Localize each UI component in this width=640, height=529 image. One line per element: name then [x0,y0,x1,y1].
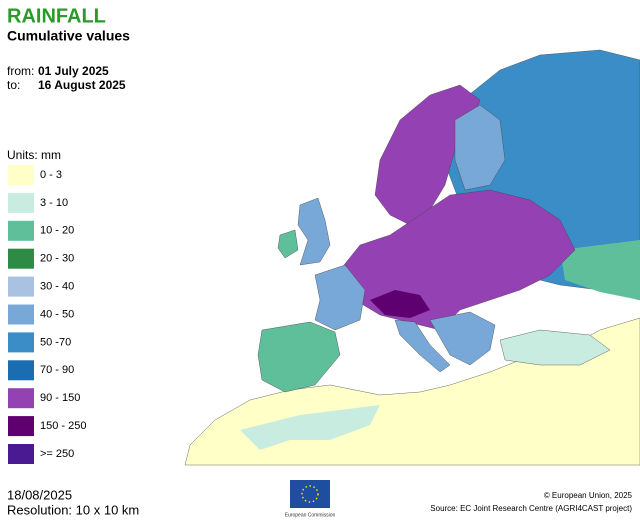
to-date: 16 August 2025 [38,78,126,92]
legend-swatch [8,388,34,409]
to-label: to: [7,78,20,92]
footer: 18/08/2025 Resolution: 10 x 10 km Europe… [7,480,633,518]
legend-swatch [8,192,34,213]
legend-label: 20 - 30 [40,253,74,265]
legend-label: 150 - 250 [40,420,86,432]
russia-green [560,240,640,300]
legend-label: 10 - 20 [40,225,74,237]
eu-flag [290,480,330,508]
header: RAINFALL Cumulative values from: 01 July… [7,5,130,92]
map [184,49,640,466]
uk [297,197,331,266]
legend-swatch [8,416,34,437]
resolution: Resolution: 10 x 10 km [7,502,139,517]
legend-swatch [8,332,34,353]
legend-label: 0 - 3 [40,169,62,181]
from-label: from: [7,64,34,78]
turkey [499,329,611,366]
from-date: 01 July 2025 [38,64,109,78]
legend-label: >= 250 [40,448,74,460]
copyright: © European Union, 2025 [544,491,633,500]
source: Source: EC Joint Research Centre (AGRI4C… [430,504,632,513]
legend-label: 3 - 10 [40,197,68,209]
central-europe [339,189,576,331]
date: 18/08/2025 [7,487,72,502]
legend-label: 40 - 50 [40,308,74,320]
legend-label: 30 - 40 [40,281,74,293]
legend-swatch [8,304,34,325]
legend-label: 50 -70 [40,336,71,348]
legend-label: 70 - 90 [40,364,74,376]
legend-swatch [8,444,34,464]
alps [370,290,430,318]
legend: Units: mm 0 - 3 3 - 10 10 - 20 20 - 30 30 - … [7,148,86,464]
subtitle: Cumulative values [7,28,130,44]
north-africa-moist [240,405,380,450]
italy [394,319,451,373]
legend-swatch [8,220,34,241]
logo-text: European Commission [285,512,336,518]
legend-swatch [8,276,34,297]
legend-swatch [8,360,34,381]
france [314,264,366,331]
legend-label: 90 - 150 [40,392,80,404]
legend-title: Units: mm [7,148,61,162]
finland [454,104,506,191]
balkans [429,311,496,366]
ireland [277,229,299,259]
title: RAINFALL [7,5,106,27]
legend-swatch [8,165,34,185]
legend-swatch [8,248,34,269]
iberia [257,321,341,393]
eu-stars [301,485,319,503]
